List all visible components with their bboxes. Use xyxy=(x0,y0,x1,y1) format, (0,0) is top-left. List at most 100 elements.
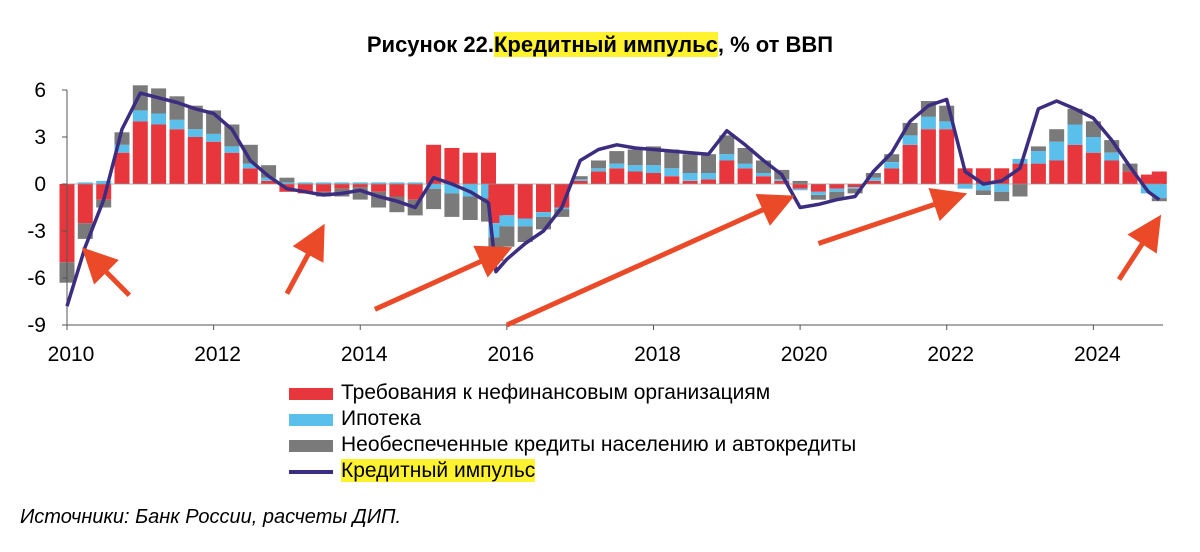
y-tick-label-5: -9 xyxy=(27,314,46,337)
bar-s2-10 xyxy=(242,144,258,164)
bar-s1-19 xyxy=(407,182,423,184)
bar-s1-56 xyxy=(1067,124,1083,145)
bar-s1-44 xyxy=(847,187,863,189)
legend-swatch-mortgage xyxy=(289,414,333,426)
bar-s0-11 xyxy=(261,180,277,184)
bar-s0-58 xyxy=(1104,160,1120,184)
bar-s0-41 xyxy=(792,184,808,189)
bar-s2-26 xyxy=(517,226,533,242)
bar-s0-54 xyxy=(1030,163,1046,184)
bar-s2-31 xyxy=(609,151,625,164)
bar-s0-27 xyxy=(536,184,551,213)
bar-s1-8 xyxy=(206,133,222,142)
bar-s0-7 xyxy=(187,137,203,184)
legend-swatch-corporate xyxy=(289,388,333,400)
bar-s2-30 xyxy=(591,160,606,169)
bar-s1-61 xyxy=(1151,184,1167,199)
bar-s2-5 xyxy=(151,88,167,114)
bar-s1-58 xyxy=(1104,152,1120,161)
bar-s0-29 xyxy=(572,180,588,184)
bar-s2-43 xyxy=(829,191,845,200)
legend-swatch-consumer xyxy=(289,440,333,452)
bar-s0-23 xyxy=(481,152,496,184)
title-highlight: Кредитный импульс xyxy=(493,32,718,57)
bar-s1-48 xyxy=(920,116,936,130)
bar-s2-29 xyxy=(572,176,588,180)
x-tick-label-4: 2018 xyxy=(634,343,681,366)
bar-s0-4 xyxy=(132,121,148,184)
annotation-arrow-1 xyxy=(284,223,325,295)
bar-s0-44 xyxy=(847,184,863,188)
bar-s0-56 xyxy=(1067,144,1083,184)
bar-s0-33 xyxy=(646,173,661,184)
bar-s2-34 xyxy=(664,149,680,169)
bar-s0-13 xyxy=(297,184,313,194)
x-tick-label-5: 2020 xyxy=(781,343,828,366)
bar-s2-45 xyxy=(865,173,881,178)
legend-item-consumer: Необеспеченные кредиты населению и авток… xyxy=(289,432,856,458)
bar-s0-14 xyxy=(316,184,332,192)
y-tick-label-0: 6 xyxy=(34,79,46,102)
bar-s2-22 xyxy=(462,196,478,220)
bar-s0-26 xyxy=(517,184,533,219)
x-tick-label-0: 2010 xyxy=(48,343,95,366)
bar-s2-28 xyxy=(554,209,570,217)
bar-s1-47 xyxy=(902,135,918,145)
bar-s2-56 xyxy=(1067,108,1083,125)
bar-s0-38 xyxy=(737,168,753,184)
chart-legend: Требования к нефинансовым организациям И… xyxy=(289,380,856,484)
bar-s1-57 xyxy=(1085,137,1101,153)
bar-s1-16 xyxy=(352,182,368,184)
bar-s1-29 xyxy=(572,179,588,181)
bar-s1-54 xyxy=(1030,151,1046,164)
bar-s1-52 xyxy=(994,184,1010,192)
x-tick-label-6: 2022 xyxy=(927,343,974,366)
legend-item-mortgage: Ипотека xyxy=(289,406,856,432)
bar-s0-55 xyxy=(1049,160,1065,184)
bar-s1-14 xyxy=(316,182,332,184)
bar-s1-31 xyxy=(609,163,625,169)
impulse-line xyxy=(65,91,1161,307)
annotation-arrow-3 xyxy=(505,193,795,328)
bar-s1-13 xyxy=(297,182,313,184)
bar-s1-30 xyxy=(591,168,606,172)
bar-s0-9 xyxy=(224,152,240,184)
bar-s0-21 xyxy=(444,148,460,184)
y-tick-label-1: 3 xyxy=(34,126,46,149)
title-suffix: , % от ВВП xyxy=(717,32,834,57)
bar-s0-40 xyxy=(774,180,790,184)
bar-s2-52 xyxy=(994,191,1010,202)
bar-s0-17 xyxy=(371,184,387,192)
bar-s1-43 xyxy=(829,188,845,192)
bar-s2-35 xyxy=(682,154,698,173)
source-note: Источники: Банк России, расчеты ДИП. xyxy=(20,506,402,528)
bar-s0-35 xyxy=(682,180,698,184)
bar-s0-61 xyxy=(1151,171,1167,184)
bar-s0-1 xyxy=(77,184,93,224)
chart-title: Рисунок 22.Кредитный импульс, % от ВВП xyxy=(0,32,1200,58)
bar-s2-55 xyxy=(1049,129,1065,142)
bar-s0-5 xyxy=(151,124,167,184)
bar-s2-9 xyxy=(224,124,240,147)
bar-s2-42 xyxy=(810,195,826,200)
bar-s2-7 xyxy=(187,105,203,130)
bar-s0-49 xyxy=(939,129,955,184)
bar-s1-21 xyxy=(444,184,460,194)
bar-s1-53 xyxy=(1012,158,1028,164)
bar-s0-22 xyxy=(462,152,478,184)
bar-s0-60 xyxy=(1140,174,1156,184)
bar-s2-20 xyxy=(426,188,442,210)
bar-s1-42 xyxy=(810,191,826,195)
bar-s0-36 xyxy=(701,179,716,184)
bar-s1-12 xyxy=(279,182,295,184)
bar-s0-15 xyxy=(334,184,350,189)
legend-label-consumer: Необеспеченные кредиты населению и авток… xyxy=(341,433,857,456)
bar-s0-19 xyxy=(407,184,423,200)
bar-s1-46 xyxy=(884,162,900,169)
bar-s2-36 xyxy=(701,154,716,173)
x-tick-label-1: 2012 xyxy=(194,343,241,366)
bar-s0-57 xyxy=(1085,152,1101,184)
y-tick-label-2: 0 xyxy=(34,173,46,196)
bar-s0-42 xyxy=(810,184,826,192)
